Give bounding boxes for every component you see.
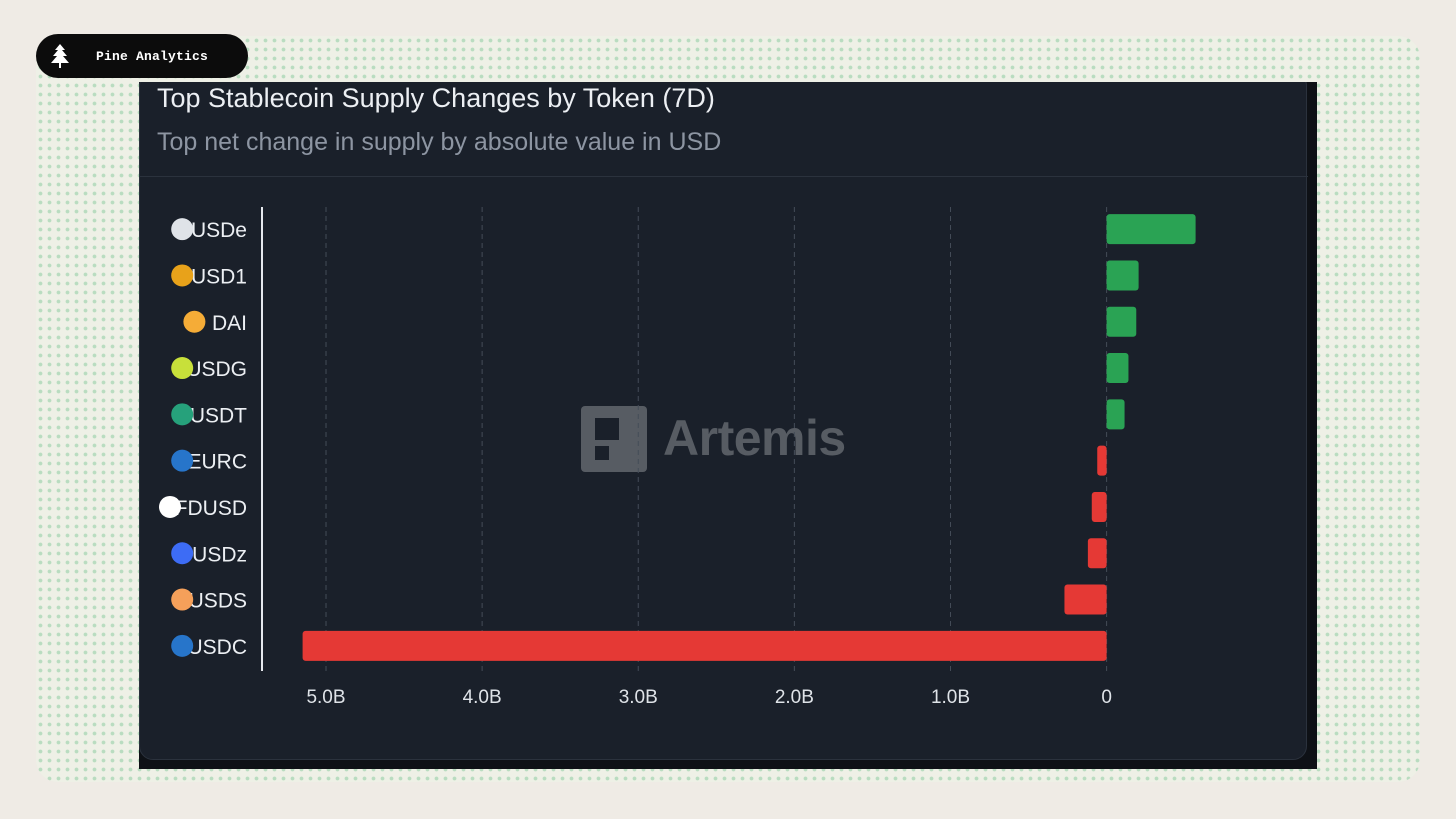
category-label: FDUSD	[175, 497, 247, 520]
bar-fdusd	[1091, 491, 1107, 522]
brand-name: Pine Analytics	[96, 48, 209, 64]
category-label: EURC	[187, 451, 247, 474]
category-label: USDe	[191, 219, 247, 242]
bar-usdc	[302, 630, 1107, 661]
category-label: USDG	[186, 358, 247, 381]
usdt-icon	[171, 403, 194, 426]
x-tick-label: 3.0B	[619, 687, 658, 708]
pine-tree-icon	[51, 44, 69, 68]
category-label: DAI	[212, 312, 247, 335]
chart-card: Top Stablecoin Supply Changes by Token (…	[139, 82, 1308, 760]
usdz-icon	[171, 542, 194, 565]
category-label: USDS	[189, 590, 247, 613]
usde-icon	[171, 218, 194, 241]
category-label: USDT	[190, 404, 247, 427]
x-tick-label: 1.0B	[931, 687, 970, 708]
bar-eurc	[1097, 445, 1107, 476]
x-tick-label: 5.0B	[306, 687, 345, 708]
brand-badge: Pine Analytics	[36, 34, 248, 78]
bar-usde	[1106, 214, 1196, 245]
chart-title: Top Stablecoin Supply Changes by Token (…	[157, 83, 715, 113]
x-tick-label: 2.0B	[775, 687, 814, 708]
bar-usds	[1064, 584, 1107, 615]
usd1-icon	[171, 264, 194, 287]
chart-panel: Top Stablecoin Supply Changes by Token (…	[139, 82, 1317, 769]
usds-icon	[171, 588, 194, 611]
fdusd-icon	[159, 495, 181, 518]
category-label: USDz	[192, 543, 247, 566]
header-divider	[140, 176, 1308, 177]
bar-usdz	[1087, 538, 1107, 569]
category-label: USDC	[187, 636, 247, 659]
bar-usdt	[1106, 399, 1125, 430]
bar-usd1	[1106, 260, 1139, 291]
usdg-icon	[171, 357, 194, 380]
usdc-icon	[171, 634, 194, 657]
category-label: USD1	[191, 265, 247, 288]
dai-icon	[183, 310, 206, 333]
x-tick-label: 0	[1101, 687, 1112, 708]
bar-chart: 5.0B 4.0B 3.0B 2.0B 1.0B 0 USDe USD1 DAI USDG USDT…	[159, 207, 1196, 708]
x-tick-label: 4.0B	[463, 687, 502, 708]
bar-dai	[1106, 306, 1137, 337]
eurc-icon	[171, 449, 194, 472]
bar-usdg	[1106, 353, 1129, 384]
chart-subtitle: Top net change in supply by absolute val…	[157, 128, 722, 156]
